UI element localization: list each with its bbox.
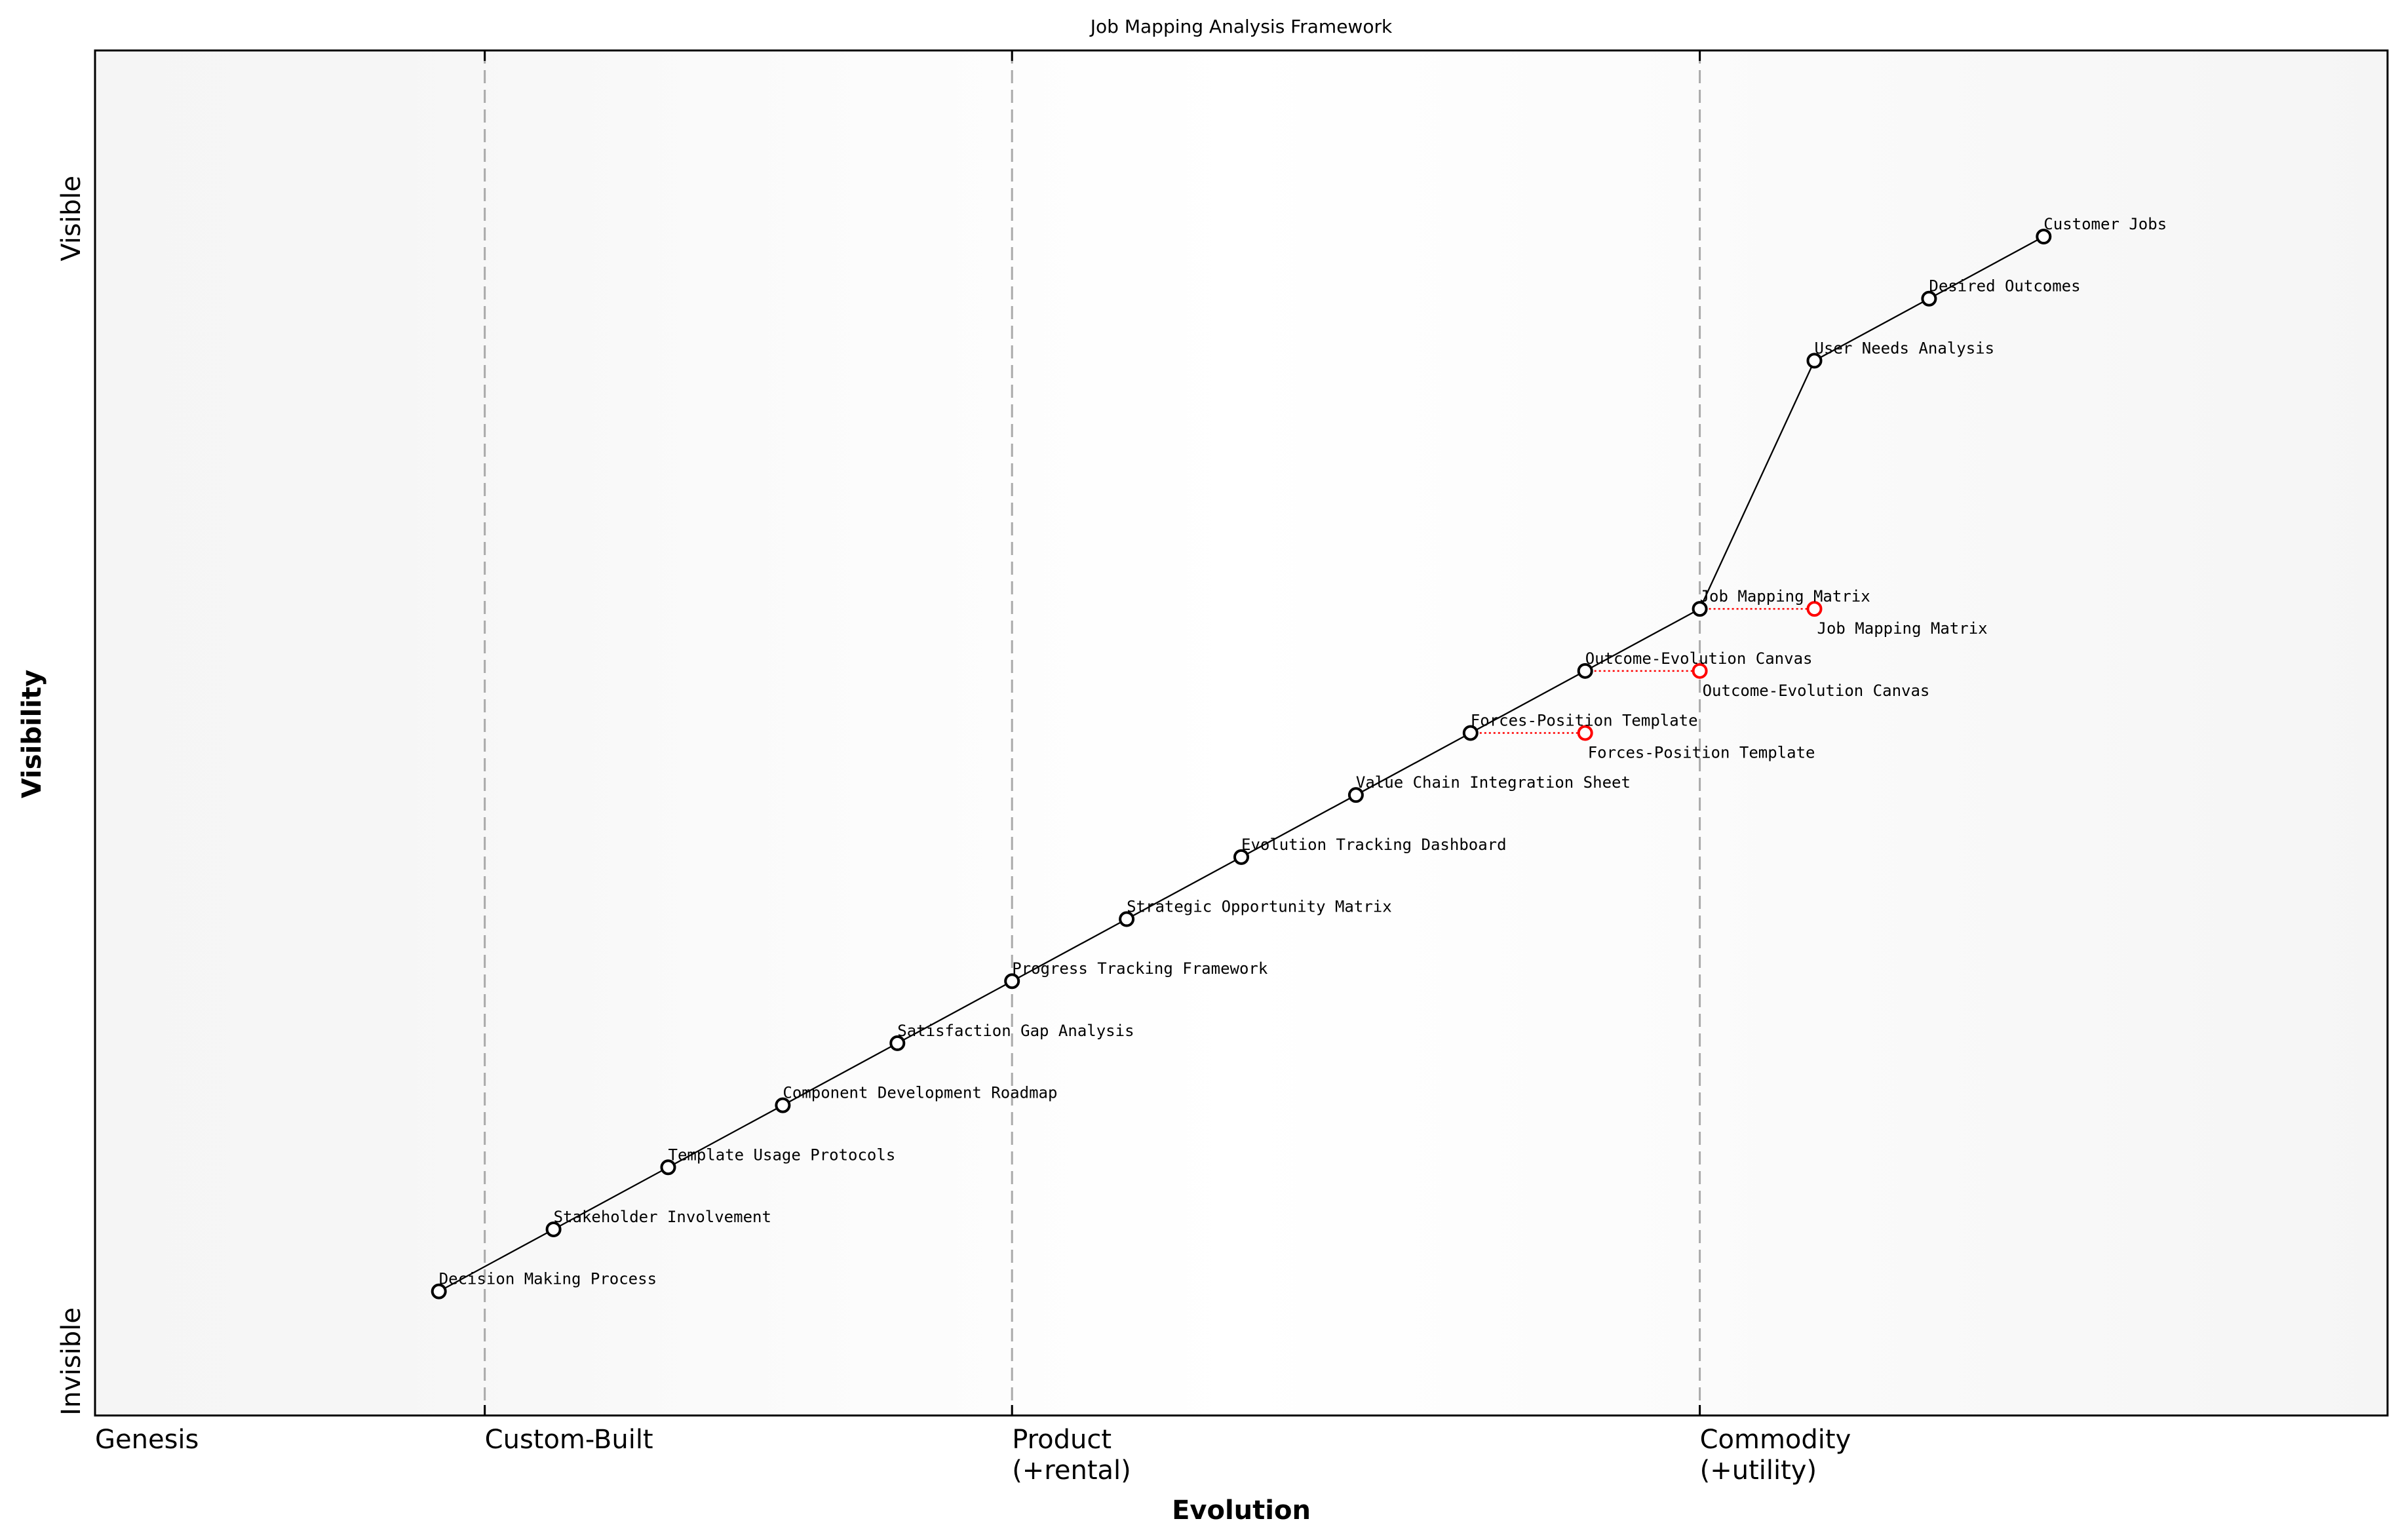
link-line [667,1104,783,1168]
stage-label: Genesis [95,1425,199,1455]
link-line [1241,794,1357,858]
component-label: Satisfaction Gap Analysis [897,1022,1134,1040]
component-marker [660,1159,676,1176]
link-line [897,980,1013,1044]
component-marker [431,1283,447,1299]
link-line [1355,732,1471,796]
link-line [1011,918,1127,982]
component-marker [1692,601,1708,617]
component-marker [1806,353,1823,369]
component-marker [1004,973,1020,990]
link-line [1699,360,1815,609]
stage-label: Commodity (+utility) [1700,1425,1851,1486]
component-marker [1921,290,1937,307]
component-label: Forces-Position Template [1471,712,1698,730]
component-marker [1577,663,1593,679]
component-marker [545,1221,562,1237]
evolved-component-marker [1577,725,1593,741]
link-line [1585,608,1701,672]
plot-background [95,50,2388,1415]
stage-label: Product (+rental) [1012,1425,1131,1486]
component-label: Customer Jobs [2043,215,2167,233]
component-marker [1347,787,1364,803]
component-label: Decision Making Process [439,1270,657,1288]
component-label: Evolution Tracking Dashboard [1241,836,1507,854]
evolved-component-marker [1806,601,1823,617]
plot-frame [94,49,2389,1417]
component-label: Stakeholder Involvement [554,1208,771,1226]
component-marker [2036,229,2052,245]
component-label: Component Development Roadmap [783,1084,1057,1102]
link-line [1813,298,1929,362]
component-label: User Needs Analysis [1815,339,1995,357]
component-label: Outcome-Evolution Canvas [1585,649,1813,668]
chart-title: Job Mapping Analysis Framework [1089,16,1393,37]
link-line [1126,856,1242,920]
evolved-component-label: Forces-Position Template [1588,744,1815,762]
link-line [782,1042,898,1106]
y-axis-label: Visibility [17,670,47,798]
link-line [553,1166,669,1230]
component-marker [775,1097,791,1113]
evolved-component-label: Job Mapping Matrix [1817,619,1988,638]
link-line [438,1228,554,1292]
component-label: Strategic Opportunity Matrix [1127,898,1392,916]
component-marker [1119,911,1135,927]
component-marker [889,1035,906,1051]
component-label: Progress Tracking Framework [1012,959,1268,978]
link-line [1928,236,2044,299]
component-label: Value Chain Integration Sheet [1356,773,1631,792]
component-label: Template Usage Protocols [668,1145,896,1164]
component-marker [1462,725,1479,741]
link-line [1470,670,1586,734]
evolved-component-label: Outcome-Evolution Canvas [1703,682,1930,700]
evolved-component-marker [1692,663,1708,679]
component-label: Job Mapping Matrix [1700,587,1870,606]
y-top-label: Visible [56,176,87,261]
component-marker [1233,849,1249,865]
x-axis-label: Evolution [1172,1495,1311,1526]
stage-label: Custom-Built [485,1425,653,1455]
component-label: Desired Outcomes [1929,277,2080,296]
y-bottom-label: Invisible [56,1307,87,1415]
